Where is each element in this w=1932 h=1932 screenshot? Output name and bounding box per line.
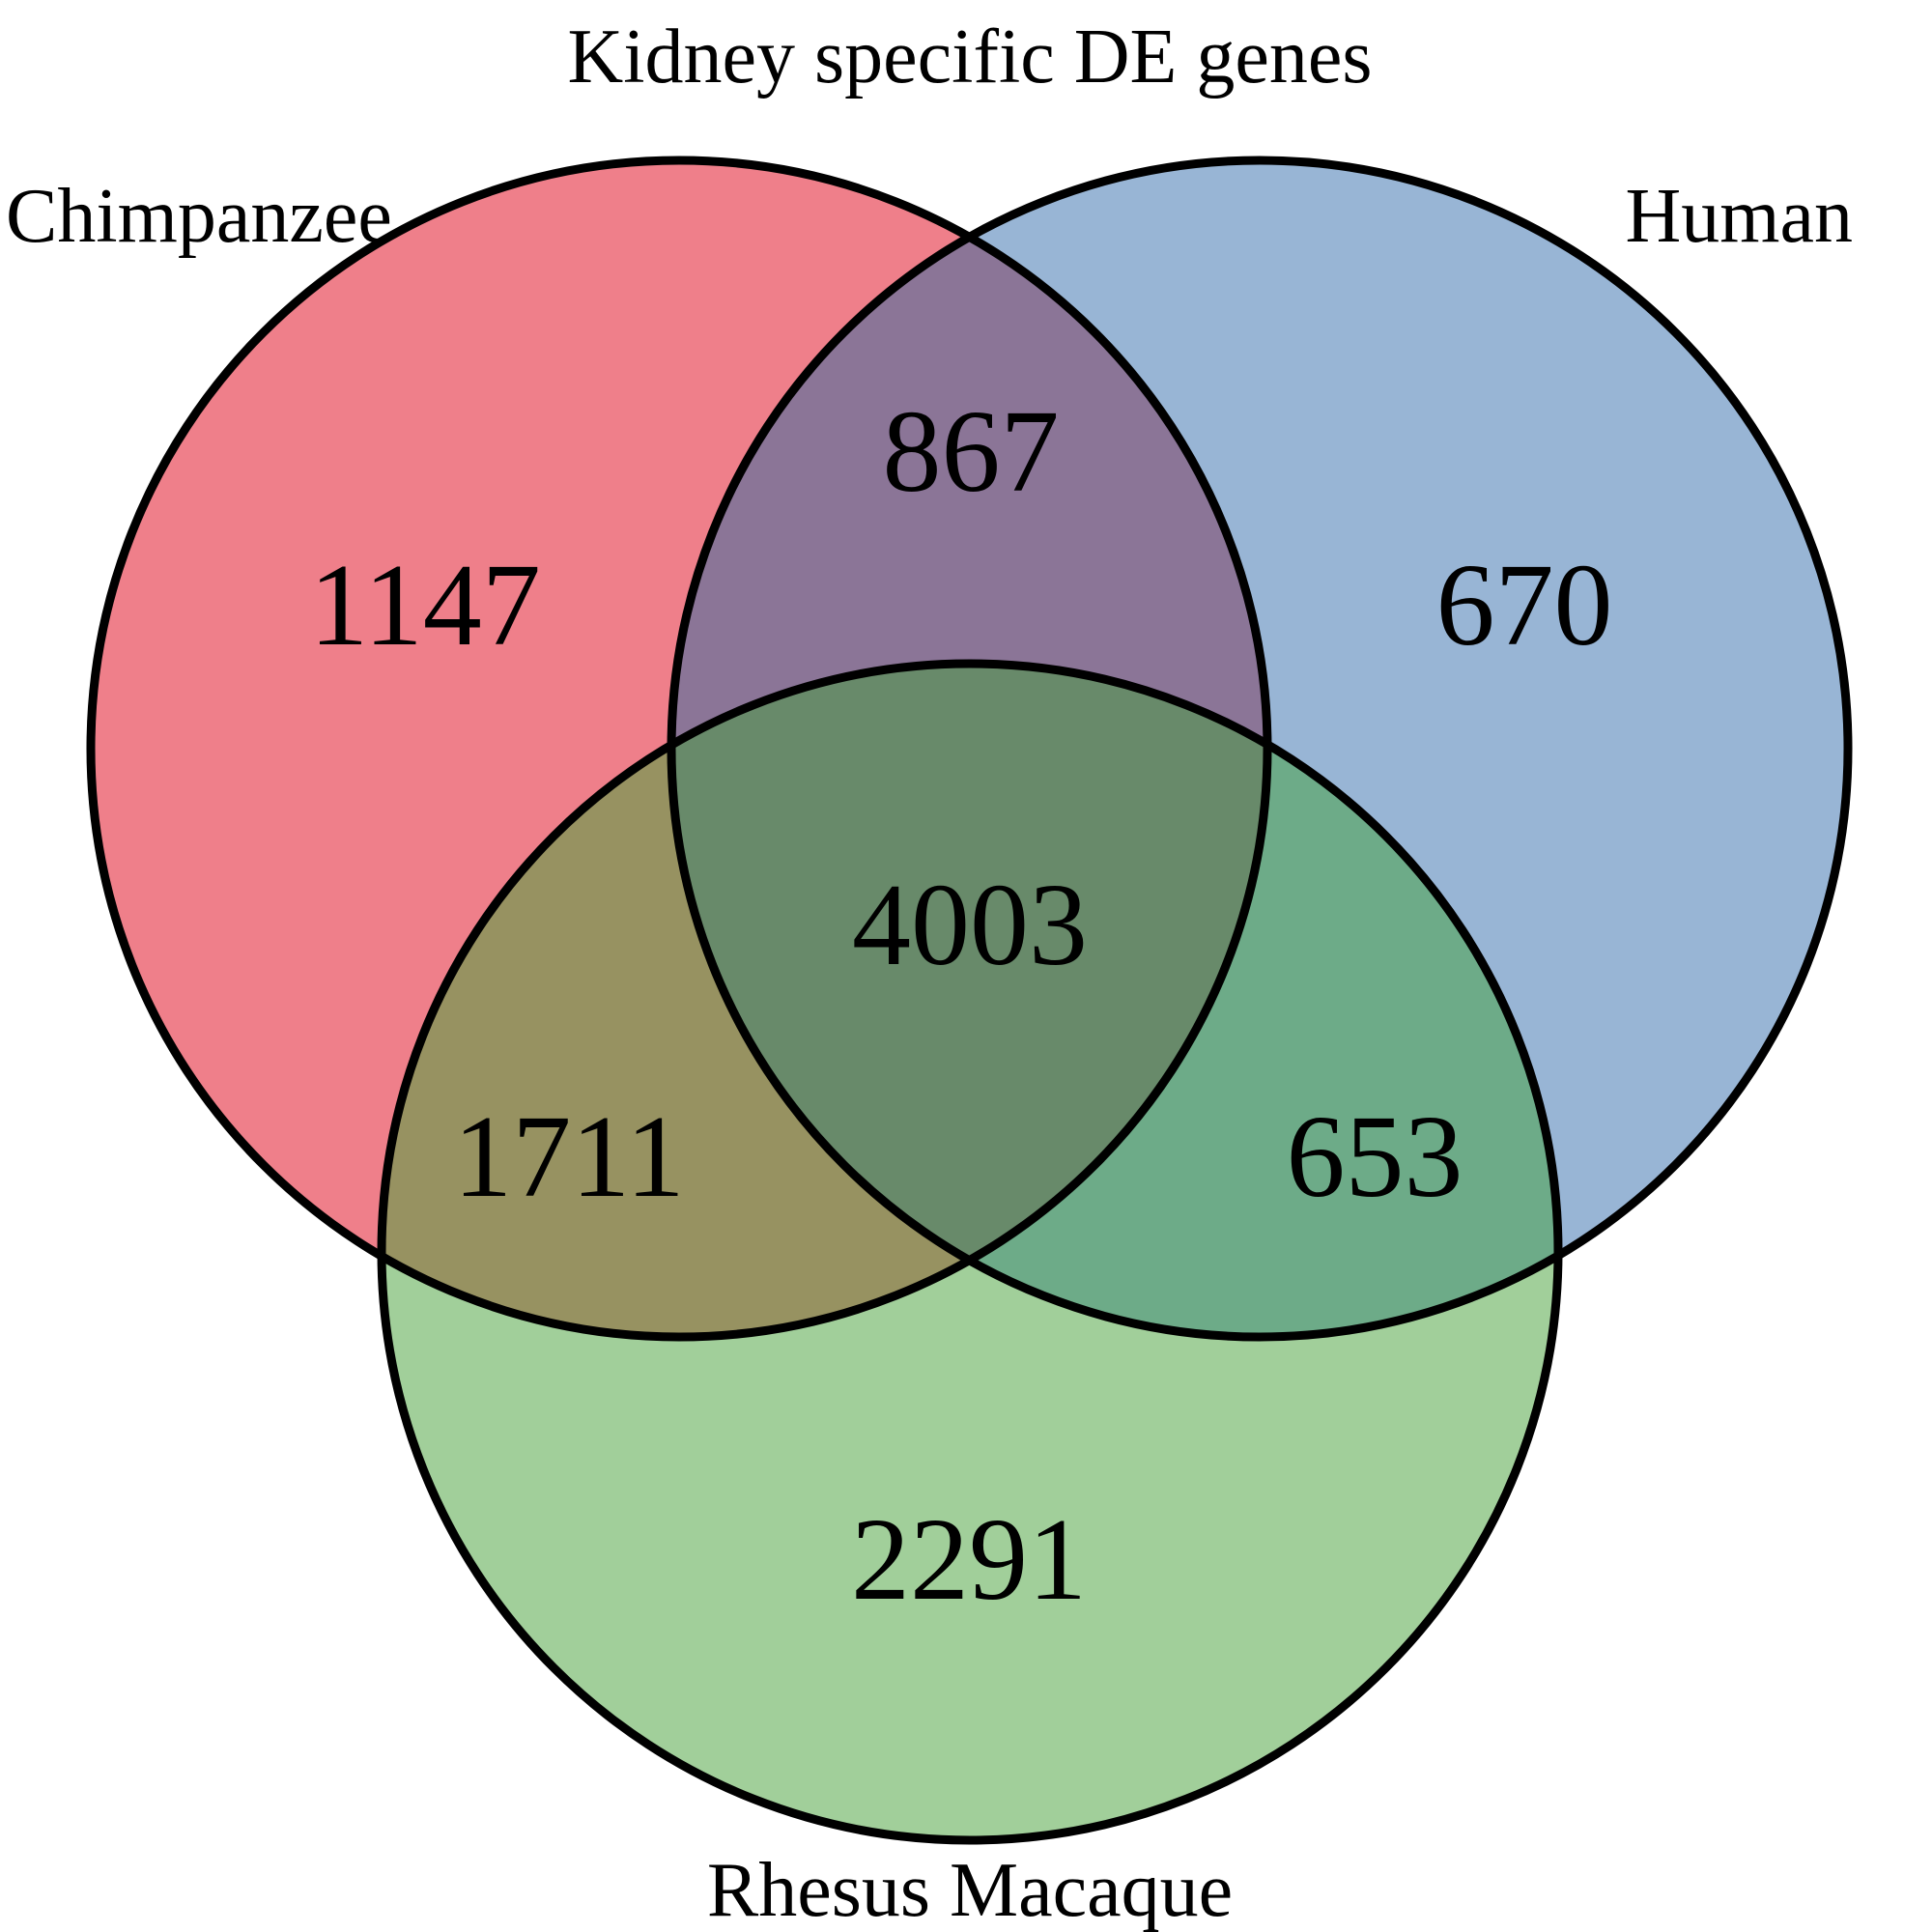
diagram-title: Kidney specific DE genes bbox=[567, 14, 1372, 99]
count-all-three: 4003 bbox=[852, 860, 1088, 990]
count-human-only: 670 bbox=[1436, 540, 1613, 670]
set-label-human: Human bbox=[1625, 174, 1853, 259]
set-label-chimpanzee: Chimpanzee bbox=[6, 174, 392, 259]
count-chimpanzee-rhesus: 1711 bbox=[453, 1092, 684, 1222]
count-human-rhesus: 653 bbox=[1287, 1092, 1463, 1222]
rhesus-circle-outline bbox=[377, 659, 1563, 1845]
count-chimpanzee-human: 867 bbox=[883, 386, 1060, 517]
set-label-rhesus: Rhesus Macaque bbox=[707, 1848, 1233, 1932]
count-rhesus-only: 2291 bbox=[851, 1494, 1087, 1625]
count-chimpanzee-only: 1147 bbox=[309, 540, 540, 670]
